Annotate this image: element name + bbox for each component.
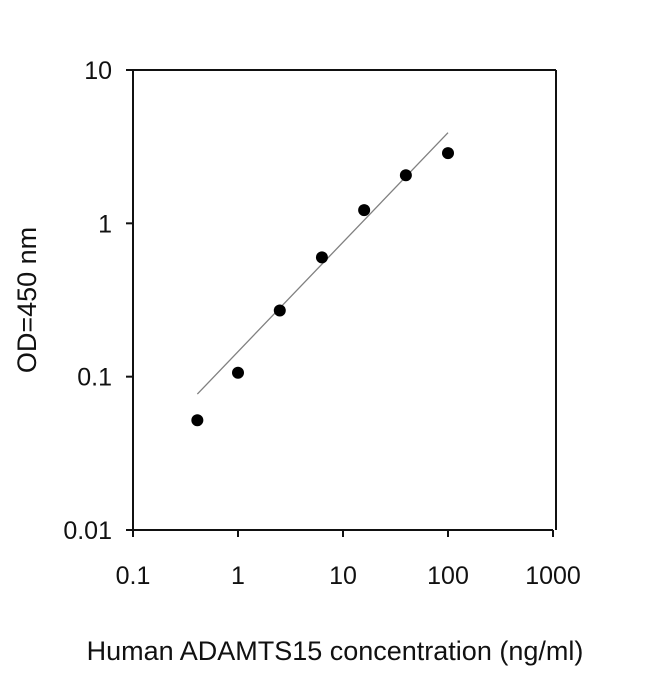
data-point bbox=[315, 251, 328, 264]
x-tick-label: 100 bbox=[427, 562, 469, 590]
x-tick-label: 0.1 bbox=[116, 562, 151, 590]
x-ticks: 0.1 1 10 100 1000 bbox=[116, 530, 581, 590]
x-tick-label: 1000 bbox=[525, 562, 581, 590]
data-point bbox=[232, 366, 244, 379]
y-tick-label: 1 bbox=[98, 210, 112, 238]
y-ticks: 0.01 0.1 1 10 bbox=[63, 57, 133, 545]
plot-frame bbox=[132, 69, 557, 531]
data-points bbox=[191, 147, 454, 427]
x-tick-label: 10 bbox=[329, 562, 357, 590]
data-point bbox=[273, 304, 286, 317]
y-tick-label: 10 bbox=[84, 57, 112, 85]
data-point bbox=[358, 204, 371, 217]
data-point bbox=[399, 169, 412, 182]
data-point bbox=[191, 414, 204, 427]
x-tick-label: 1 bbox=[231, 562, 245, 590]
y-axis-title: OD=450 nm bbox=[12, 227, 42, 373]
x-axis-title: Human ADAMTS15 concentration (ng/ml) bbox=[87, 636, 584, 666]
y-tick-label: 0.01 bbox=[63, 517, 112, 545]
data-point bbox=[442, 147, 454, 160]
y-tick-label: 0.1 bbox=[77, 364, 112, 392]
